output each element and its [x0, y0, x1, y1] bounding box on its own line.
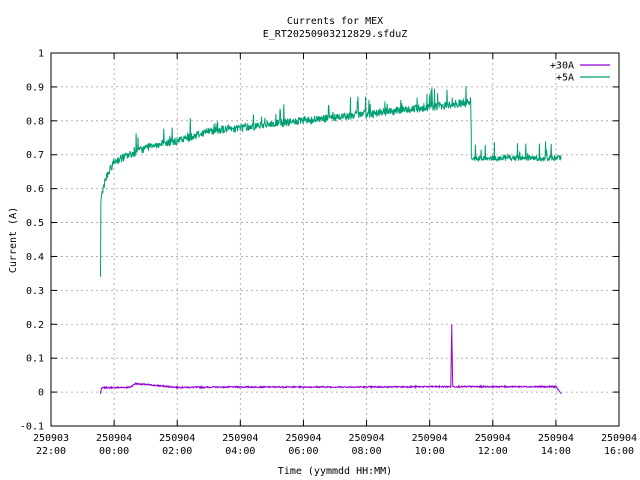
legend-label: +5A — [556, 73, 574, 84]
x-tick-label-date: 250904 — [538, 433, 574, 444]
y-tick-label: 0.6 — [26, 184, 44, 195]
x-tick-label-time: 12:00 — [478, 446, 508, 457]
y-tick-label: 1 — [38, 49, 44, 60]
y-tick-label: 0.7 — [26, 150, 44, 161]
chart-subtitle: E_RT20250903212829.sfduZ — [263, 29, 408, 40]
series-line-5a — [100, 86, 562, 277]
x-tick-label-date: 250904 — [475, 433, 511, 444]
y-tick-label: 0.4 — [26, 252, 44, 263]
x-tick-label-date: 250904 — [412, 433, 448, 444]
x-tick-label-date: 250904 — [96, 433, 132, 444]
x-tick-label-time: 16:00 — [604, 446, 634, 457]
series-layer — [100, 86, 562, 395]
x-axis-label: Time (yymmdd HH:MM) — [278, 466, 392, 477]
x-tick-label-time: 10:00 — [415, 446, 445, 457]
plot-frame — [50, 52, 620, 427]
x-tick-label-date: 250904 — [348, 433, 384, 444]
y-axis-label: Current (A) — [8, 207, 19, 273]
x-tick-label-date: 250904 — [222, 433, 258, 444]
y-tick-label: 0.2 — [26, 320, 44, 331]
x-tick-label-date: 250904 — [601, 433, 637, 444]
x-tick-label-time: 04:00 — [225, 446, 255, 457]
x-tick-label-time: 02:00 — [162, 446, 192, 457]
y-tick-label: 0.5 — [26, 218, 44, 229]
series-line-30a — [100, 324, 562, 395]
x-tick-label-date: 250903 — [33, 433, 69, 444]
y-tick-label: 0.1 — [26, 354, 44, 365]
tick-layer: -0.1 0 0.1 0.2 0.3 0.4 0.5 0.6 0.7 0.8 0.9 1 250903 2… — [20, 49, 637, 458]
y-tick-label: 0.9 — [26, 82, 44, 93]
legend: +30A+5A — [550, 61, 610, 84]
y-tick-label: 0 — [38, 388, 44, 399]
x-tick-label-time: 06:00 — [288, 446, 318, 457]
grid-layer — [51, 53, 619, 426]
x-tick-label-date: 250904 — [159, 433, 195, 444]
x-tick-label-time: 00:00 — [99, 446, 129, 457]
legend-label: +30A — [550, 61, 574, 72]
y-tick-label: 0.3 — [26, 286, 44, 297]
x-tick-label-time: 22:00 — [36, 446, 66, 457]
x-tick-label-time: 08:00 — [352, 446, 382, 457]
x-tick-label-date: 250904 — [285, 433, 321, 444]
y-tick-label: -0.1 — [20, 422, 44, 433]
y-tick-label: 0.8 — [26, 116, 44, 127]
chart-title: Currents for MEX — [287, 16, 383, 27]
x-tick-label-time: 14:00 — [541, 446, 571, 457]
